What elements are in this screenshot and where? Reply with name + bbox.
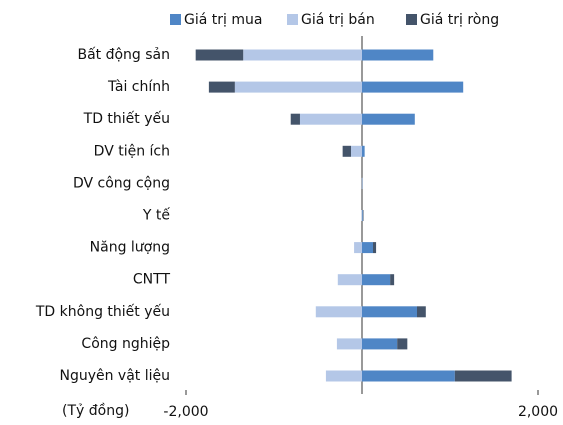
x-tick-label: 2,000 xyxy=(518,404,558,420)
bar xyxy=(299,113,362,125)
y-tick-label: Công nghiệp xyxy=(81,336,170,352)
y-tick-label: CNTT xyxy=(133,272,171,288)
bar xyxy=(243,49,362,61)
legend-swatch xyxy=(406,14,417,25)
bar xyxy=(315,306,362,318)
y-tick-label: Nguyên vật liệu xyxy=(59,368,170,384)
bar xyxy=(454,370,512,382)
y-tick-label: TD không thiết yếu xyxy=(35,303,170,320)
bar xyxy=(362,306,417,318)
bar xyxy=(336,338,362,350)
bar xyxy=(234,81,362,93)
y-tick-label: Bất động sản xyxy=(77,47,170,63)
bar xyxy=(354,242,362,254)
bar xyxy=(362,370,455,382)
bar xyxy=(362,145,365,157)
axis-label: (Tỷ đồng) xyxy=(62,402,129,419)
bar xyxy=(195,49,244,61)
bar xyxy=(361,177,363,189)
legend-label: Giá trị mua xyxy=(184,12,262,28)
bar xyxy=(325,370,362,382)
bar xyxy=(362,242,373,254)
bar xyxy=(362,338,398,350)
x-tick-label: -2,000 xyxy=(163,404,208,420)
y-tick-label: DV công cộng xyxy=(73,175,170,191)
bar xyxy=(362,113,415,125)
legend-label: Giá trị ròng xyxy=(420,12,499,28)
bar xyxy=(397,338,408,350)
bar xyxy=(362,81,464,93)
y-tick-label: Y tế xyxy=(142,207,170,224)
bar xyxy=(337,274,362,286)
bar xyxy=(390,274,395,286)
bar xyxy=(362,274,391,286)
legend-label: Giá trị bán xyxy=(301,12,375,28)
bar xyxy=(361,210,363,221)
legend-swatch xyxy=(287,14,298,25)
bar xyxy=(417,306,426,318)
y-tick-label: Năng lượng xyxy=(90,240,170,256)
y-tick-label: Tài chính xyxy=(107,79,170,95)
bar xyxy=(342,145,351,157)
bar xyxy=(373,242,377,254)
legend-swatch xyxy=(170,14,181,25)
bar xyxy=(290,113,300,125)
bar xyxy=(362,210,364,221)
bar xyxy=(208,81,235,93)
bar xyxy=(351,145,362,157)
y-tick-label: DV tiện ích xyxy=(94,143,170,159)
bar xyxy=(362,210,363,221)
y-tick-label: TD thiết yếu xyxy=(83,110,170,127)
bar xyxy=(362,49,434,61)
